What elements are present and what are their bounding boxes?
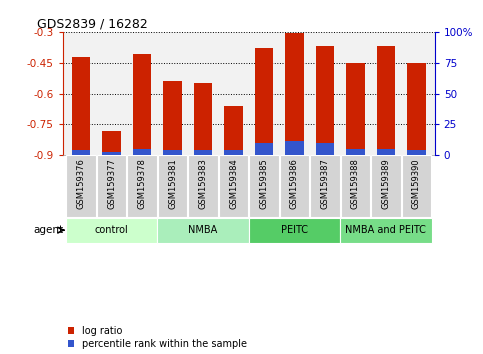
FancyBboxPatch shape [128,155,156,217]
Bar [194,150,212,155]
FancyBboxPatch shape [341,155,370,217]
Bar [163,81,182,155]
FancyBboxPatch shape [67,155,96,217]
Text: GSM159387: GSM159387 [320,159,329,209]
Text: GSM159386: GSM159386 [290,159,299,209]
Bar [285,33,304,155]
Text: control: control [95,225,128,235]
FancyBboxPatch shape [340,218,432,243]
FancyBboxPatch shape [310,155,340,217]
Text: NMBA and PEITC: NMBA and PEITC [345,225,426,235]
Text: GSM159376: GSM159376 [77,159,85,209]
FancyBboxPatch shape [219,155,248,217]
Text: GSM159378: GSM159378 [138,159,146,209]
Text: GSM159377: GSM159377 [107,159,116,209]
Text: GSM159389: GSM159389 [382,159,390,209]
Bar [102,152,121,155]
Bar [194,83,212,155]
Bar [377,149,395,155]
Text: GSM159384: GSM159384 [229,159,238,209]
Bar [255,48,273,155]
Text: GSM159381: GSM159381 [168,159,177,209]
FancyBboxPatch shape [158,155,187,217]
Bar [225,150,242,155]
Text: GSM159385: GSM159385 [259,159,269,209]
Bar [377,46,395,155]
FancyBboxPatch shape [249,155,279,217]
FancyBboxPatch shape [371,155,400,217]
FancyBboxPatch shape [97,155,126,217]
Bar [225,106,242,155]
Bar [163,150,182,155]
Bar [133,55,151,155]
Bar [72,57,90,155]
FancyBboxPatch shape [249,218,340,243]
Bar [407,150,426,155]
Text: GSM159390: GSM159390 [412,159,421,209]
Text: NMBA: NMBA [188,225,218,235]
Bar [316,46,334,155]
FancyBboxPatch shape [188,155,218,217]
Bar [133,149,151,155]
Bar [346,63,365,155]
Text: PEITC: PEITC [281,225,308,235]
FancyBboxPatch shape [157,218,249,243]
Bar [72,150,90,155]
Bar [285,141,304,155]
Bar [255,143,273,155]
Text: GSM159383: GSM159383 [199,159,208,209]
Text: GSM159388: GSM159388 [351,159,360,209]
Text: GDS2839 / 16282: GDS2839 / 16282 [37,18,147,31]
FancyBboxPatch shape [66,218,157,243]
Bar [102,131,121,155]
Bar [316,143,334,155]
Bar [407,63,426,155]
FancyBboxPatch shape [280,155,309,217]
Bar [346,149,365,155]
Legend: log ratio, percentile rank within the sample: log ratio, percentile rank within the sa… [68,326,247,349]
Text: agent: agent [33,225,63,235]
FancyBboxPatch shape [402,155,431,217]
